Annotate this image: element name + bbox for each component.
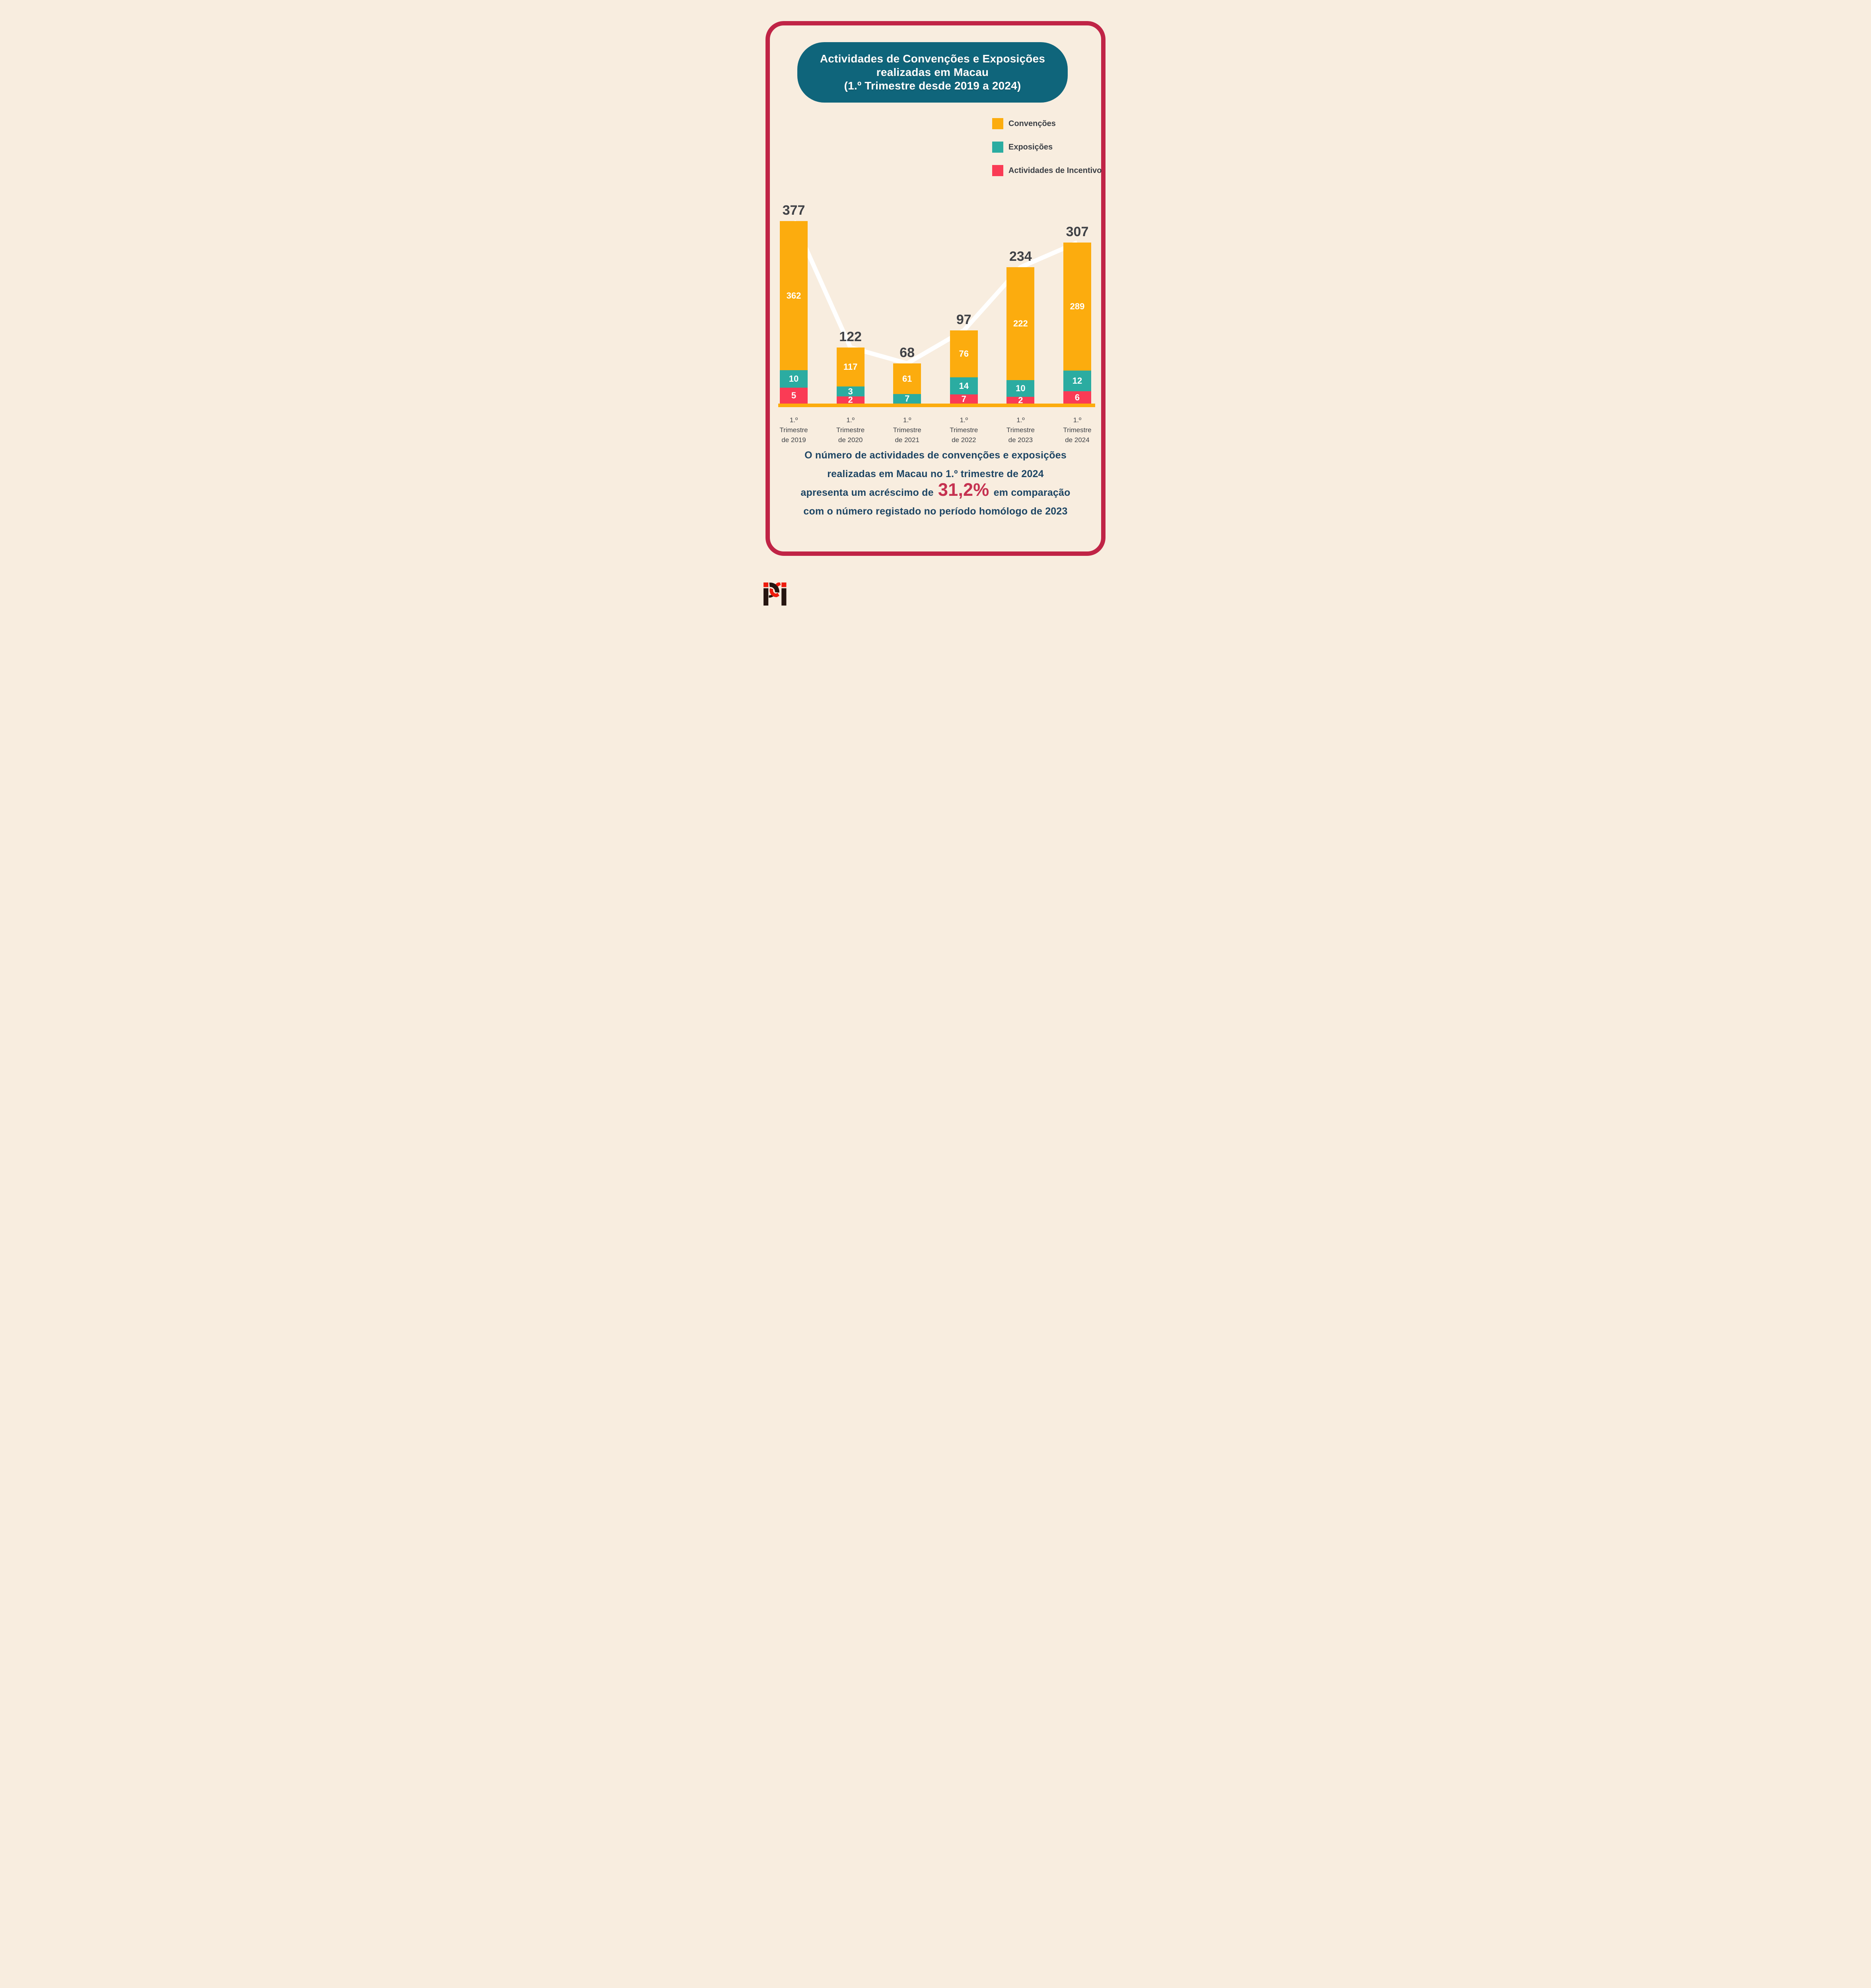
x-axis-label: 1.º Trimestre de 2021 bbox=[879, 415, 935, 445]
infographic-root: Actividades de Convenções e Exposições r… bbox=[748, 0, 1123, 616]
summary-line-1: O número de actividades de convenções e … bbox=[804, 450, 1067, 461]
bar-segment-incentivo: 7 bbox=[950, 394, 978, 404]
x-axis-label-line: 1.º bbox=[903, 416, 911, 424]
bar-segment-exposicoes: 12 bbox=[1063, 371, 1091, 391]
x-axis-label-line: de 2023 bbox=[1008, 436, 1033, 444]
bar-2022: 97 76 14 7 bbox=[950, 312, 978, 404]
x-axis-label-line: de 2024 bbox=[1065, 436, 1090, 444]
trend-polyline bbox=[791, 220, 1078, 366]
logo-black-arc bbox=[769, 582, 779, 593]
bar-segment-convencoes: 362 bbox=[780, 221, 808, 370]
x-axis-label-line: 1.º bbox=[846, 416, 855, 424]
bar-segment-convencoes: 61 bbox=[893, 363, 921, 394]
trend-line bbox=[791, 220, 1078, 366]
bar-2021: 68 61 7 bbox=[893, 345, 921, 404]
x-axis-label: 1.º Trimestre de 2023 bbox=[992, 415, 1049, 445]
percentage-highlight: 31,2% bbox=[938, 480, 989, 500]
legend-item-exhibitions: Exposições bbox=[992, 142, 1102, 153]
bar-segment-convencoes: 76 bbox=[950, 330, 978, 377]
summary-line-2: realizadas em Macau no 1.º trimestre de … bbox=[827, 468, 1044, 480]
summary-line-4: com o número registado no período homólo… bbox=[803, 506, 1068, 517]
bar-2023: 234 222 10 2 bbox=[1006, 249, 1035, 405]
legend-label: Exposições bbox=[1008, 142, 1053, 151]
bar-segment-exposicoes: 10 bbox=[780, 370, 808, 388]
legend: Convenções Exposições Actividades de Inc… bbox=[992, 118, 1102, 188]
x-axis-label-line: de 2021 bbox=[895, 436, 919, 444]
x-axis-label-line: de 2020 bbox=[838, 436, 863, 444]
x-axis-label-line: Trimestre bbox=[893, 426, 921, 434]
x-axis-label: 1.º Trimestre de 2024 bbox=[1049, 415, 1106, 445]
x-axis-label-line: 1.º bbox=[960, 416, 968, 424]
summary-line-3: apresenta um acréscimo de 31,2% em compa… bbox=[748, 480, 1123, 502]
logo-red-link bbox=[769, 588, 779, 597]
logo-red-square-right bbox=[781, 582, 787, 587]
x-axis-label-line: Trimestre bbox=[779, 426, 808, 434]
bar-total-label: 68 bbox=[900, 345, 915, 360]
bar-2024: 307 289 12 6 bbox=[1063, 224, 1091, 404]
legend-item-incentives: Actividades de Incentivo bbox=[992, 165, 1102, 176]
bar-segment-convencoes: 289 bbox=[1063, 243, 1091, 371]
bar-2019: 377 362 10 5 bbox=[780, 203, 808, 404]
x-axis-label-line: Trimestre bbox=[836, 426, 865, 434]
x-axis-label-line: de 2019 bbox=[781, 436, 806, 444]
exhibitions-swatch-icon bbox=[992, 142, 1003, 153]
x-axis-label: 1.º Trimestre de 2020 bbox=[822, 415, 879, 445]
logo-black-bar-right bbox=[781, 588, 787, 606]
bar-segment-exposicoes: 14 bbox=[950, 377, 978, 394]
x-axis-label-line: de 2022 bbox=[952, 436, 976, 444]
bar-segment-incentivo: 2 bbox=[836, 396, 865, 404]
card-border bbox=[765, 21, 1106, 556]
bar-total-label: 377 bbox=[782, 203, 805, 218]
legend-label: Convenções bbox=[1008, 119, 1056, 128]
title-line-3: (1.º Trimestre desde 2019 a 2024) bbox=[844, 80, 1021, 92]
title-banner: Actividades de Convenções e Exposições r… bbox=[797, 42, 1068, 103]
conventions-swatch-icon bbox=[992, 118, 1003, 129]
bar-segment-incentivo: 2 bbox=[1006, 396, 1035, 405]
summary-line-3-suffix: em comparação bbox=[993, 487, 1071, 498]
x-axis-line bbox=[778, 404, 1095, 407]
bar-segment-exposicoes: 7 bbox=[893, 394, 921, 404]
x-axis-label-line: Trimestre bbox=[950, 426, 978, 434]
logo-red-square-left bbox=[764, 582, 769, 587]
bar-total-label: 307 bbox=[1066, 224, 1089, 239]
x-axis-label-line: 1.º bbox=[1073, 416, 1082, 424]
summary-line-3-prefix: apresenta um acréscimo de bbox=[800, 487, 934, 498]
x-axis-label-line: 1.º bbox=[789, 416, 798, 424]
bar-segment-convencoes: 117 bbox=[836, 348, 865, 386]
bar-total-label: 122 bbox=[839, 329, 862, 344]
bar-2020: 122 117 3 2 bbox=[836, 329, 865, 404]
x-axis-label-line: 1.º bbox=[1016, 416, 1025, 424]
x-axis-label: 1.º Trimestre de 2022 bbox=[936, 415, 992, 445]
bar-segment-incentivo: 6 bbox=[1063, 391, 1091, 404]
summary-text: O número de actividades de convenções e … bbox=[748, 446, 1123, 521]
pm-logo bbox=[764, 582, 787, 606]
x-axis-label: 1.º Trimestre de 2019 bbox=[765, 415, 822, 445]
legend-label: Actividades de Incentivo bbox=[1008, 166, 1102, 175]
bar-segment-exposicoes: 3 bbox=[836, 386, 865, 396]
bar-segment-incentivo: 5 bbox=[780, 388, 808, 404]
legend-item-conventions: Convenções bbox=[992, 118, 1102, 129]
bar-total-label: 234 bbox=[1009, 249, 1032, 264]
title-line-1: Actividades de Convenções e Exposições bbox=[820, 52, 1045, 65]
logo-black-bar-left bbox=[764, 588, 769, 606]
title-line-2: realizadas em Macau bbox=[876, 66, 989, 78]
incentives-swatch-icon bbox=[992, 165, 1003, 176]
x-axis-label-line: Trimestre bbox=[1006, 426, 1035, 434]
logo-red-arc-top bbox=[775, 582, 781, 587]
chart-area: 377 362 10 5 122 117 3 2 68 61 7 97 76 14 7 234 222 10 2 30… bbox=[748, 0, 1123, 616]
bar-segment-convencoes: 222 bbox=[1006, 267, 1035, 380]
bar-segment-exposicoes: 10 bbox=[1006, 380, 1035, 397]
bar-total-label: 97 bbox=[956, 312, 971, 327]
x-axis-label-line: Trimestre bbox=[1063, 426, 1092, 434]
